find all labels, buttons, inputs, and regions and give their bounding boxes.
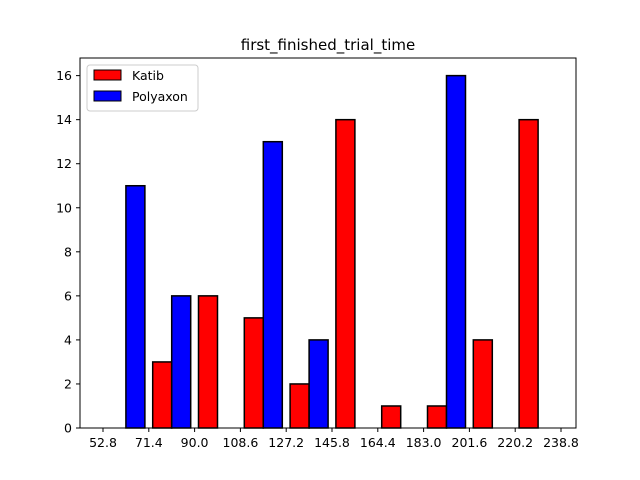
y-tick-label: 6 — [64, 288, 72, 303]
y-tick-label: 16 — [56, 68, 72, 83]
legend-label-polyaxon: Polyaxon — [132, 89, 188, 104]
x-tick-label: 238.8 — [543, 435, 579, 450]
legend: Katib Polyaxon — [86, 64, 199, 112]
x-tick-label: 183.0 — [406, 435, 442, 450]
y-tick-label: 10 — [56, 200, 72, 215]
bar-polyaxon-4 — [308, 339, 329, 429]
x-axis: 52.8 71.4 90.0 108.6 127.2 145.8 164.4 183.0 201… — [89, 428, 579, 450]
bar-katib-6 — [380, 405, 402, 429]
bar-polyaxon-7 — [445, 74, 467, 429]
legend-label-katib: Katib — [132, 68, 164, 83]
bar-polyaxon-3 — [262, 140, 284, 429]
x-tick-label: 71.4 — [135, 435, 163, 450]
bar-polyaxon-1 — [170, 295, 192, 429]
y-tick-label: 14 — [56, 112, 72, 127]
y-tick-label: 12 — [56, 156, 72, 171]
x-tick-label: 145.8 — [314, 435, 350, 450]
bars-group — [125, 74, 539, 429]
x-tick-label: 201.6 — [452, 435, 488, 450]
x-tick-label: 164.4 — [360, 435, 396, 450]
legend-swatch-polyaxon — [93, 90, 122, 102]
x-tick-label: 127.2 — [268, 435, 304, 450]
x-tick-label: 220.2 — [497, 435, 533, 450]
x-tick-label: 108.6 — [223, 435, 259, 450]
y-tick-label: 0 — [64, 421, 72, 436]
plot-frame — [79, 57, 577, 429]
bar-katib-2 — [197, 295, 219, 429]
y-tick-label: 8 — [64, 244, 72, 259]
bar-katib-4 — [289, 383, 310, 429]
bar-katib-3 — [243, 317, 265, 429]
x-tick-label: 52.8 — [89, 435, 117, 450]
x-tick-label: 90.0 — [181, 435, 209, 450]
bar-katib-9 — [518, 118, 539, 429]
bar-katib-7 — [426, 405, 448, 429]
y-tick-label: 4 — [64, 332, 72, 347]
legend-swatch-katib — [93, 69, 122, 81]
chart-title: first_finished_trial_time — [241, 36, 415, 55]
y-axis: 0 2 4 6 8 10 12 14 16 — [56, 68, 80, 436]
y-tick-label: 2 — [64, 376, 72, 391]
bar-polyaxon-0 — [125, 184, 146, 429]
bar-katib-5 — [335, 118, 356, 429]
bar-katib-1 — [151, 361, 173, 429]
bar-katib-8 — [472, 339, 494, 429]
